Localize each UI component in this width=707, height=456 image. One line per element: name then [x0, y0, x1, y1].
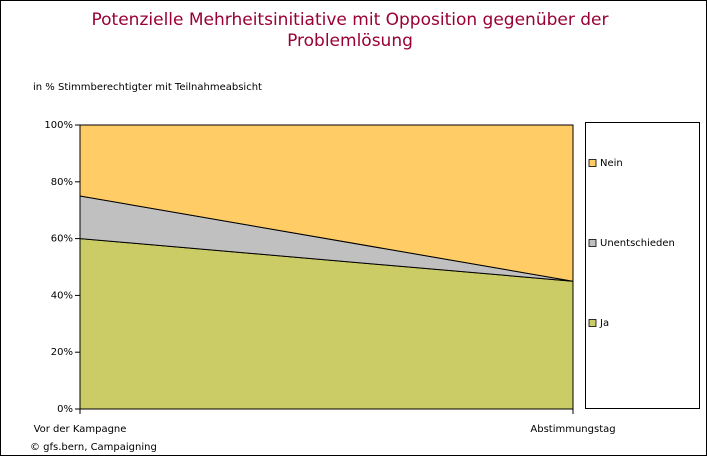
y-tick-label: 40%	[51, 290, 73, 301]
x-tick-label: Vor der Kampagne	[34, 424, 127, 435]
plot-border	[79, 124, 574, 410]
legend-swatch	[588, 319, 597, 327]
y-tick-label: 100%	[44, 120, 73, 131]
y-tick-label: 20%	[51, 347, 73, 358]
chart-title: Potenzielle Mehrheitsinitiative mit Oppo…	[91, 10, 609, 51]
legend-box	[585, 122, 700, 409]
x-tick-label: Abstimmungstag	[530, 424, 615, 435]
legend-swatch	[588, 239, 597, 247]
legend-swatch	[588, 159, 597, 167]
y-tick-label: 60%	[51, 234, 73, 245]
source: © gfs.bern, Campaigning	[30, 442, 157, 453]
subtitle: in % Stimmberechtigter mit Teilnahmeabsi…	[33, 82, 262, 93]
y-tick-label: 0%	[57, 404, 73, 415]
legend-label: Nein	[600, 158, 623, 169]
legend-label: Unentschieden	[600, 238, 675, 249]
legend-label: Ja	[599, 318, 609, 329]
y-tick-label: 80%	[51, 177, 73, 188]
